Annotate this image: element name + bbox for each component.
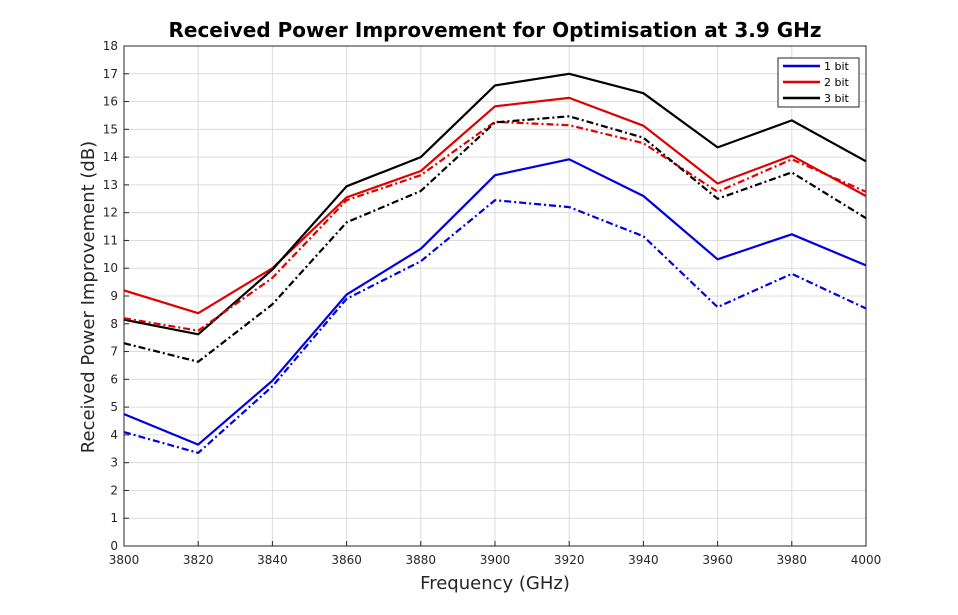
series-line-5	[123, 120, 867, 332]
x-tick-label: 3840	[257, 553, 288, 567]
x-tick-label: 3920	[554, 553, 585, 567]
y-tick-label: 18	[103, 39, 118, 53]
y-tick-label: 3	[110, 456, 118, 470]
x-tick-label: 3960	[702, 553, 733, 567]
y-tick-label: 8	[110, 317, 118, 331]
legend-label-1-bit: 1 bit	[824, 60, 850, 73]
y-tick-label: 7	[110, 345, 118, 359]
y-tick-label: 9	[110, 289, 118, 303]
x-tick-label: 3860	[331, 553, 362, 567]
series-line-1	[123, 158, 867, 446]
x-tick-label: 4000	[851, 553, 882, 567]
y-tick-label: 15	[103, 122, 118, 136]
y-tick-label: 5	[110, 400, 118, 414]
x-tick-label: 3820	[183, 553, 214, 567]
axis-ticks: 3800 3820 3840 3860 3880 3900 3920 3940 3960 3980…	[103, 39, 882, 567]
y-tick-label: 1	[110, 511, 118, 525]
series-line-6	[123, 115, 867, 363]
y-tick-label: 2	[110, 483, 118, 497]
legend-label-3-bit: 3 bit	[824, 92, 850, 105]
series-line-4	[123, 199, 867, 454]
series-lines	[123, 72, 867, 454]
y-tick-label: 6	[110, 372, 118, 386]
y-tick-label: 14	[103, 150, 118, 164]
legend-label-2-bit: 2 bit	[824, 76, 850, 89]
x-tick-label: 3900	[480, 553, 511, 567]
y-tick-label: 0	[110, 539, 118, 553]
y-tick-label: 12	[103, 206, 118, 220]
grid	[123, 45, 867, 547]
x-tick-label: 3940	[628, 553, 659, 567]
x-axis-label: Frequency (GHz)	[420, 573, 570, 594]
legend-entry-3: 3 bit	[783, 92, 850, 105]
x-tick-label: 3800	[109, 553, 140, 567]
y-tick-label: 13	[103, 178, 118, 192]
y-tick-label: 10	[103, 261, 118, 275]
y-axis-label: Received Power Improvement (dB)	[78, 141, 99, 453]
legend-entry-1: 1 bit	[783, 60, 850, 73]
chart-title: Received Power Improvement for Optimisat…	[168, 18, 821, 42]
y-tick-label: 17	[103, 67, 118, 81]
legend-entry-2: 2 bit	[783, 76, 850, 89]
x-tick-label: 3880	[406, 553, 437, 567]
y-tick-label: 16	[103, 95, 118, 109]
y-tick-label: 11	[103, 233, 118, 247]
legend: 1 bit 2 bit 3 bit	[777, 57, 860, 108]
series-line-2	[123, 96, 867, 315]
y-tick-label: 4	[110, 428, 118, 442]
x-tick-label: 3980	[777, 553, 808, 567]
series-line-3	[123, 72, 867, 336]
